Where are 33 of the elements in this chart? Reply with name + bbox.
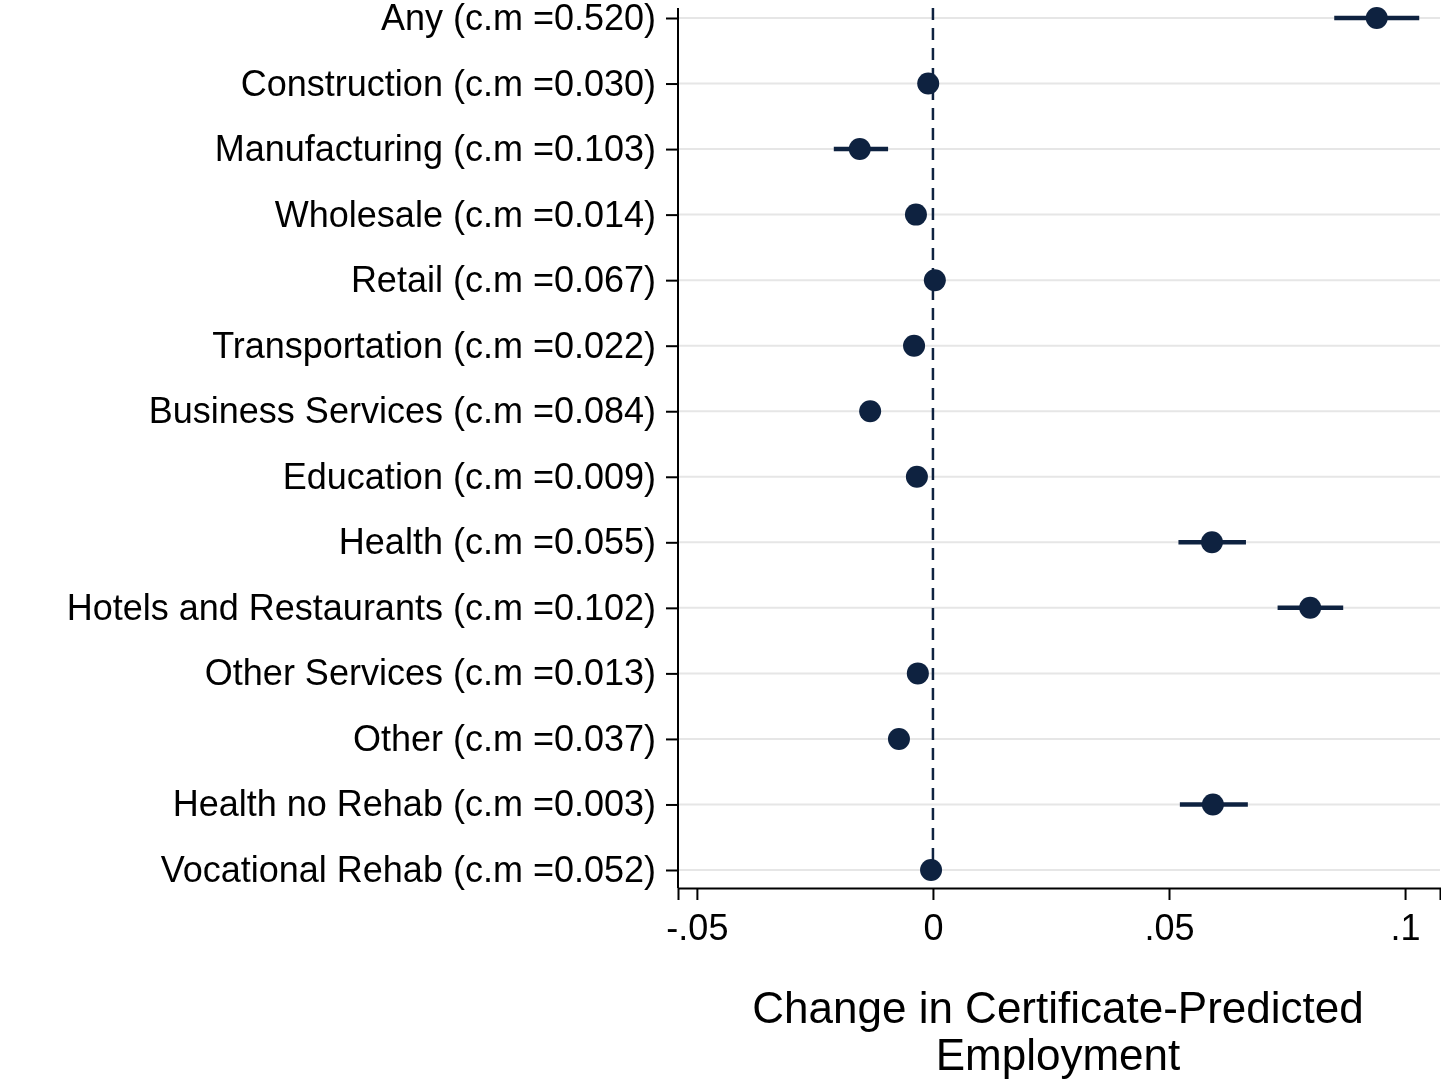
x-tick-label: -.05 (666, 906, 729, 948)
y-tick-label: Education (c.m =0.009) (282, 455, 656, 497)
point (920, 859, 943, 881)
y-tick-label: Health no Rehab (c.m =0.003) (172, 783, 656, 825)
y-tick-label: Hotels and Restaurants (c.m =0.102) (66, 586, 656, 628)
x-axis-title: Change in Certificate-Predicted Employment (752, 983, 1364, 1079)
point (903, 334, 926, 357)
y-tick-label: Other (c.m =0.037) (352, 717, 656, 759)
point (1365, 7, 1388, 29)
point (906, 662, 929, 685)
y-tick-label: Transportation (c.m =0.022) (212, 324, 656, 366)
y-tick-label: Wholesale (c.m =0.014) (274, 193, 656, 235)
y-tick-label: Manufacturing (c.m =0.103) (214, 128, 656, 170)
y-tick-label: Other Services (c.m =0.013) (204, 652, 656, 694)
y-tick-label: Any (c.m =0.520) (380, 0, 656, 39)
point (1299, 596, 1322, 619)
point (1200, 531, 1223, 554)
x-tick-label: .05 (1144, 906, 1195, 948)
y-tick-label: Construction (c.m =0.030) (240, 62, 656, 104)
point (923, 269, 946, 292)
y-tick-label: Business Services (c.m =0.084) (148, 390, 656, 432)
point (904, 203, 927, 226)
x-tick-label: .1 (1390, 906, 1421, 948)
point (887, 727, 910, 750)
y-tick-label: Vocational Rehab (c.m =0.052) (160, 849, 656, 891)
point (848, 138, 871, 161)
point (859, 400, 882, 423)
point (1201, 793, 1224, 816)
y-tick-label: Retail (c.m =0.067) (350, 259, 656, 301)
x-tick-label: 0 (923, 906, 944, 948)
point (905, 465, 928, 488)
point (917, 72, 940, 95)
y-tick-label: Health (c.m =0.055) (338, 521, 656, 563)
